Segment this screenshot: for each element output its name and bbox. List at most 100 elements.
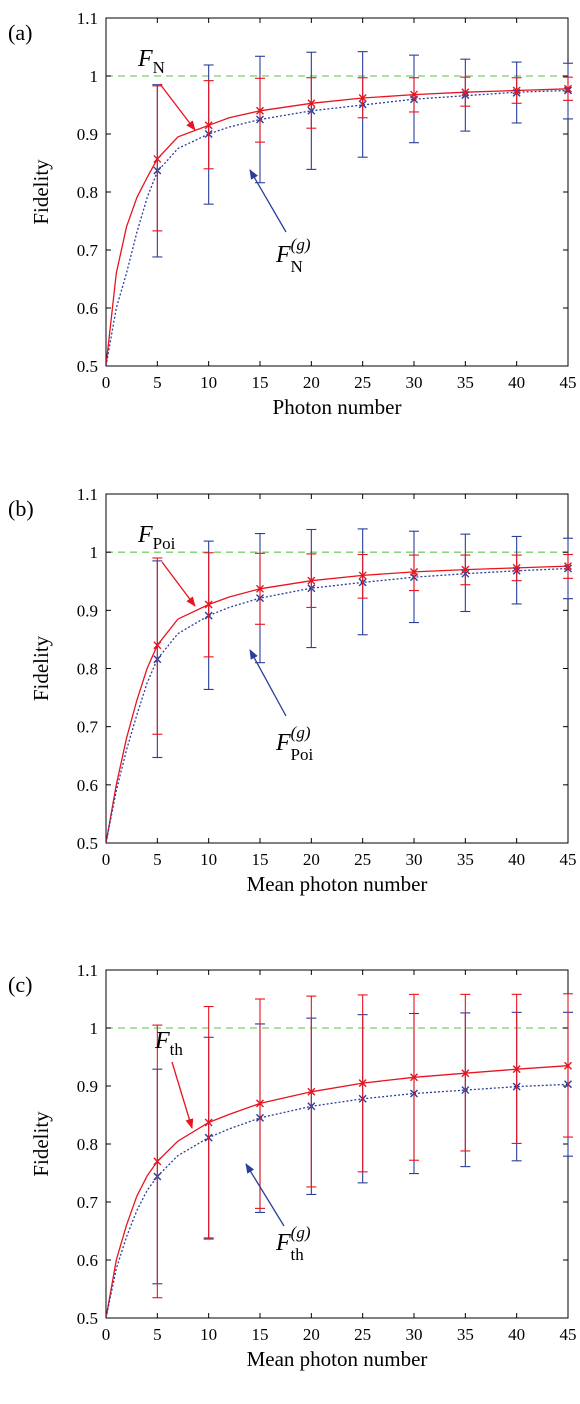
data-point-marker: [307, 576, 316, 585]
data-point-marker: [256, 584, 264, 593]
x-tick-label: 30: [406, 850, 423, 869]
data-point-marker: [358, 1079, 367, 1088]
errorbar-red: [357, 77, 368, 119]
data-point-marker: [204, 121, 213, 130]
errorbar-red: [563, 993, 573, 1138]
y-tick-label: 0.5: [77, 357, 98, 376]
errorbar-red: [306, 77, 317, 129]
y-tick-label: 1.1: [77, 961, 98, 980]
data-point-marker: [410, 1073, 418, 1082]
annotation-label-red: Fth: [154, 1028, 183, 1059]
y-tick-label: 0.9: [77, 125, 98, 144]
panel-b: 0 5 10 15 20 25 30 35 40 45 0.5 0.6 0.7 0.8 0.9 1 1.1 Mea…: [8, 485, 577, 896]
x-tick-label: 30: [406, 373, 423, 392]
x-axis-label: Mean photon number: [247, 872, 428, 896]
x-tick-label: 45: [560, 1325, 577, 1344]
x-tick-label: 5: [153, 1325, 162, 1344]
data-point-marker: [410, 567, 418, 576]
x-tick-label: 40: [508, 373, 525, 392]
x-tick-label: 45: [560, 850, 577, 869]
x-tick-label: 15: [252, 850, 269, 869]
annotation-superscript: (g): [291, 235, 311, 254]
errorbar-red: [511, 77, 522, 104]
panel-c: 0 5 10 15 20 25 30 35 40 45 0.5 0.6 0.7 0.8 0.9 1 1.1 Mea…: [8, 961, 577, 1371]
errorbar-red: [255, 998, 265, 1209]
errorbar-red: [511, 993, 522, 1144]
data-point-marker: [564, 562, 572, 571]
data-point-marker: [256, 1099, 264, 1108]
errorbar-red: [357, 994, 368, 1173]
data-point-marker: [204, 1118, 213, 1127]
series-line-blue: [106, 567, 568, 843]
y-tick-label: 0.5: [77, 834, 98, 853]
y-tick-label: 1: [90, 543, 99, 562]
series-line-red: [106, 565, 568, 843]
x-tick-label: 0: [102, 373, 111, 392]
x-tick-label: 0: [102, 1325, 111, 1344]
errorbar-red: [306, 995, 317, 1188]
annotation-subscript: th: [170, 1040, 184, 1059]
annotation-base: F: [137, 522, 153, 548]
annotation-label-blue: F(g) th: [275, 1223, 311, 1264]
x-tick-label: 10: [200, 850, 217, 869]
x-tick-label: 35: [457, 850, 474, 869]
data-point-marker: [358, 571, 367, 580]
y-axis-label: Fidelity: [29, 159, 53, 225]
data-point-marker: [512, 1065, 521, 1074]
errorbar-red: [255, 77, 265, 143]
y-tick-label: 0.6: [77, 1251, 98, 1270]
x-tick-label: 15: [252, 373, 269, 392]
y-tick-label: 0.8: [77, 183, 98, 202]
data-point-marker: [153, 641, 162, 650]
data-point-marker: [564, 1061, 572, 1070]
errorbar-red: [203, 552, 214, 658]
data-point-marker: [564, 84, 572, 93]
annotation-arrow-red: [159, 83, 196, 131]
annotation-base: F: [137, 46, 153, 72]
errorbar-red: [203, 80, 214, 170]
x-axis-label: Mean photon number: [247, 1347, 428, 1371]
errorbar-red: [152, 85, 163, 232]
annotation-subscript: N: [153, 58, 165, 77]
annotation-base: F: [275, 242, 291, 268]
panel-label: (a): [8, 20, 32, 45]
annotation-base: F: [275, 730, 291, 756]
panel-a: 0 5 10 15 20 25 30 35 40 45 0.5 0.6 0.7 0.8 0.9 1 1.1 Pho…: [8, 9, 577, 419]
y-tick-label: 0.6: [77, 776, 98, 795]
y-tick-label: 0.7: [77, 1193, 99, 1212]
data-point-marker: [307, 1087, 316, 1096]
errorbar-red: [460, 76, 471, 107]
x-tick-label: 5: [153, 373, 162, 392]
series-line-red: [106, 88, 568, 366]
errorbar-red: [409, 77, 419, 113]
errorbar-red: [511, 554, 522, 582]
x-tick-label: 0: [102, 850, 111, 869]
x-tick-label: 15: [252, 1325, 269, 1344]
y-tick-label: 1: [90, 67, 99, 86]
x-tick-label: 5: [153, 850, 162, 869]
x-tick-label: 10: [200, 373, 217, 392]
series-line-red: [106, 1065, 568, 1318]
annotation-label-blue: F(g) Poi: [275, 723, 313, 764]
y-tick-label: 0.8: [77, 660, 98, 679]
data-point-marker: [410, 90, 418, 99]
annotation-subscript: Poi: [153, 534, 176, 553]
annotation-label-red: FPoi: [137, 522, 176, 553]
annotation-arrow-blue: [249, 649, 287, 717]
y-tick-label: 0.7: [77, 718, 99, 737]
annotation-superscript: (g): [291, 723, 311, 742]
y-tick-label: 0.5: [77, 1309, 98, 1328]
annotation-label-blue: F(g) N: [275, 235, 311, 276]
annotation-subscript: Poi: [291, 745, 314, 764]
series-line-blue: [106, 1083, 568, 1318]
errorbar-red: [152, 557, 163, 735]
x-tick-label: 40: [508, 1325, 525, 1344]
data-point-marker: [358, 94, 367, 103]
annotation-arrow-blue: [245, 1163, 285, 1227]
errorbar-red: [563, 553, 573, 579]
x-tick-label: 10: [200, 1325, 217, 1344]
x-tick-label: 20: [303, 850, 320, 869]
data-point-marker: [153, 154, 162, 163]
y-tick-label: 0.7: [77, 241, 99, 260]
